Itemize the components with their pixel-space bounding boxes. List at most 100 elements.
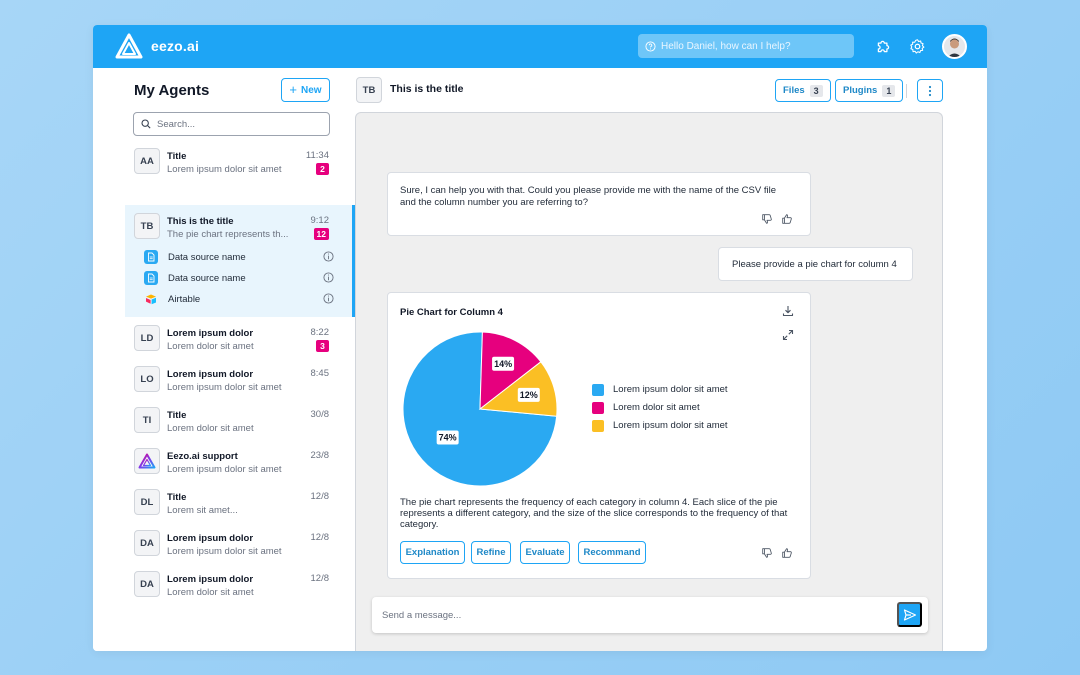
agent-time: 8:45 (310, 368, 330, 379)
agent-item[interactable]: DA Lorem ipsum dolor Lorem dolor sit ame… (125, 571, 355, 611)
pie-label-bg (517, 387, 540, 402)
explanation-button[interactable]: Explanation (400, 541, 465, 564)
assistant-message: Sure, I can help you with that. Could yo… (387, 172, 811, 236)
message-composer[interactable]: Send a message... (372, 597, 928, 633)
files-button[interactable]: Files 3 (775, 79, 831, 102)
legend-label: Lorem ipsum dolor sit amet (613, 384, 728, 395)
data-source-label: Data source name (168, 251, 246, 263)
legend-swatch (592, 420, 604, 432)
chart-title: Pie Chart for Column 4 (400, 307, 503, 318)
agent-item[interactable]: LD Lorem ipsum dolor Lorem dolor sit ame… (125, 325, 355, 365)
agent-item-active[interactable]: TB This is the title The pie chart repre… (125, 205, 355, 317)
thumbs-up-icon[interactable] (781, 213, 793, 225)
document-icon (144, 271, 158, 285)
new-agent-button[interactable]: + New (281, 78, 330, 102)
files-label: Files (783, 85, 805, 96)
chart-message: Pie Chart for Column 4 74% 14% 12% Lorem i… (387, 292, 811, 579)
legend-label: Lorem dolor sit amet (613, 402, 700, 413)
data-source-item[interactable]: Data source name (144, 249, 334, 265)
pie-label-text: 12% (520, 390, 538, 400)
agent-title: Lorem ipsum dolor (167, 328, 254, 339)
agent-title: Title (167, 151, 187, 162)
info-icon[interactable] (323, 272, 334, 283)
plus-icon: + (289, 82, 298, 97)
recommand-button[interactable]: Recommand (578, 541, 646, 564)
feedback-controls (761, 547, 793, 559)
brand[interactable]: eezo.ai (115, 33, 199, 59)
agent-item[interactable]: AA Title Lorem ipsum dolor sit amet 11:3… (125, 148, 355, 188)
legend-swatch (592, 402, 604, 414)
agent-title: Lorem ipsum dolor (167, 574, 254, 585)
agent-subtitle: Lorem sit amet... (167, 505, 238, 516)
plugins-icon-button[interactable] (873, 36, 893, 56)
agent-badge: LD (134, 325, 160, 351)
agent-subtitle: Lorem dolor sit amet (167, 587, 254, 598)
thumbs-down-icon[interactable] (761, 213, 773, 225)
agent-item[interactable]: TI Title Lorem dolor sit amet 30/8 (125, 407, 355, 447)
agent-time: 12/8 (310, 491, 330, 502)
more-options-button[interactable] (917, 79, 943, 102)
agent-search-placeholder: Search... (157, 118, 196, 130)
user-message-text: Please provide a pie chart for column 4 (732, 259, 897, 270)
gear-icon (909, 38, 924, 54)
agent-subtitle: Lorem dolor sit amet (167, 423, 254, 434)
assistant-search[interactable]: Hello Daniel, how can I help? (638, 34, 854, 58)
refine-button[interactable]: Refine (471, 541, 511, 564)
conversation-title: This is the title (390, 83, 464, 95)
agent-title: Lorem ipsum dolor (167, 369, 254, 380)
assistant-message-text: Sure, I can help you with that. Could yo… (400, 185, 776, 208)
search-icon (141, 119, 151, 129)
avatar[interactable] (942, 34, 967, 59)
pie-slice-label: 14% (492, 356, 515, 371)
kebab-menu-icon (928, 85, 932, 96)
expand-icon[interactable] (782, 329, 794, 341)
feedback-controls (761, 213, 793, 225)
help-icon (645, 40, 656, 52)
chat-area: Sure, I can help you with that. Could yo… (355, 112, 943, 651)
plugins-button[interactable]: Plugins 1 (835, 79, 904, 102)
top-bar: eezo.ai Hello Daniel, how can I help? (93, 25, 987, 68)
agent-badge: DA (134, 571, 160, 597)
data-source-item[interactable]: Airtable (144, 291, 334, 307)
agent-item[interactable]: DA Lorem ipsum dolor Lorem ipsum dolor s… (125, 530, 355, 570)
download-icon[interactable] (782, 305, 794, 317)
agent-title: Eezo.ai support (167, 451, 238, 462)
agent-search-input[interactable]: Search... (133, 112, 330, 136)
logo-icon (115, 33, 143, 59)
send-button[interactable] (897, 602, 922, 627)
legend-item: Lorem ipsum dolor sit amet (592, 417, 728, 435)
composer-placeholder: Send a message... (382, 610, 462, 621)
agent-badge: TI (134, 407, 160, 433)
sidebar-title: My Agents (134, 82, 210, 99)
agent-title: Title (167, 492, 187, 503)
agent-item[interactable]: Eezo.ai support Lorem ipsum dolor sit am… (125, 448, 355, 488)
settings-button[interactable] (907, 36, 927, 56)
document-icon (144, 250, 158, 264)
agent-subtitle: Lorem ipsum dolor sit amet (167, 546, 282, 557)
pie-label-text: 14% (494, 359, 512, 369)
agent-time: 9:12 (310, 215, 330, 226)
puzzle-icon (877, 40, 889, 52)
agent-subtitle: Lorem ipsum dolor sit amet (167, 464, 282, 475)
agent-item[interactable]: DL Title Lorem sit amet... 12/8 (125, 489, 355, 529)
info-icon[interactable] (323, 293, 334, 304)
agent-item[interactable]: LO Lorem ipsum dolor Lorem ipsum dolor s… (125, 366, 355, 406)
evaluate-button[interactable]: Evaluate (520, 541, 570, 564)
agent-subtitle: The pie chart represents th... (167, 229, 289, 240)
thumbs-down-icon[interactable] (761, 547, 773, 559)
agent-time: 23/8 (310, 450, 330, 461)
data-source-item[interactable]: Data source name (144, 270, 334, 286)
thumbs-up-icon[interactable] (781, 547, 793, 559)
legend-item: Lorem dolor sit amet (592, 399, 728, 417)
data-source-label: Airtable (168, 293, 201, 305)
pie-label-bg (492, 356, 515, 371)
legend-item: Lorem ipsum dolor sit amet (592, 381, 728, 399)
pie-label-text: 74% (439, 433, 457, 443)
agent-time: 30/8 (310, 409, 330, 420)
unread-badge: 2 (316, 163, 329, 175)
pie-slice-label: 74% (436, 430, 459, 445)
files-count: 3 (809, 84, 823, 97)
data-source-label: Data source name (168, 272, 246, 284)
app-name: eezo.ai (151, 38, 200, 54)
info-icon[interactable] (323, 251, 334, 262)
